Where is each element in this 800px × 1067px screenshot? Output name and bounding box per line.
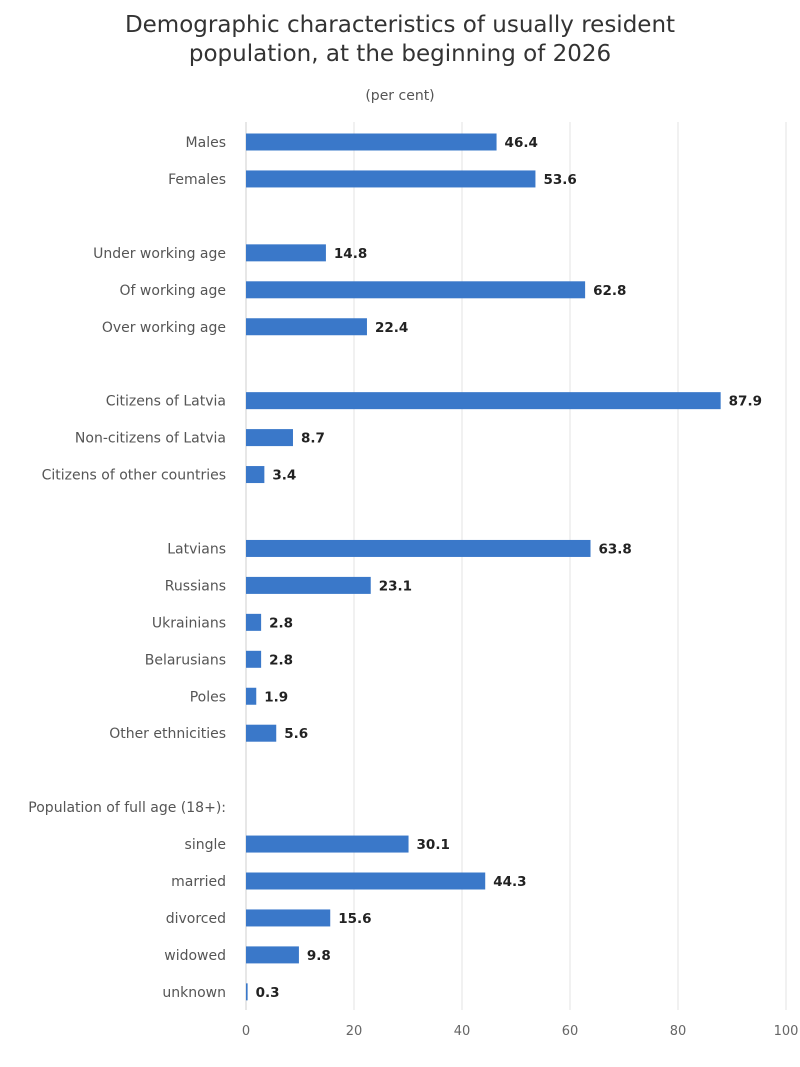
chart-title-line-2: population, at the beginning of 2026 xyxy=(189,41,611,67)
bar xyxy=(246,835,409,853)
bar xyxy=(246,318,367,336)
data-label: 44.3 xyxy=(493,874,526,890)
bar xyxy=(246,613,262,631)
category-label: Ukrainians xyxy=(152,615,226,631)
category-labels: Males Females Under working age Of working … xyxy=(28,135,226,1001)
category-label: Latvians xyxy=(167,541,226,557)
category-label: Belarusians xyxy=(145,652,226,668)
data-label: 3.4 xyxy=(272,468,296,484)
data-label: 62.8 xyxy=(593,283,626,299)
chart-subtitle: (per cent) xyxy=(365,88,434,104)
bar xyxy=(246,429,293,447)
category-label: Population of full age (18+): xyxy=(28,800,226,816)
data-label: 0.3 xyxy=(256,985,280,1001)
data-labels: 46.4 53.6 14.8 62.8 22.4 87.9 8.7 3.4 63.8 23.1 2.… xyxy=(256,135,762,1001)
x-tick-label: 20 xyxy=(346,1024,363,1039)
category-label: Non-citizens of Latvia xyxy=(75,431,226,447)
category-label: Over working age xyxy=(102,320,226,336)
bar xyxy=(246,724,277,742)
data-label: 2.8 xyxy=(269,615,293,631)
x-axis-ticks: 0 20 40 60 80 100 xyxy=(242,1024,799,1039)
category-label: widowed xyxy=(164,948,226,964)
data-label: 15.6 xyxy=(338,911,371,927)
data-label: 46.4 xyxy=(505,135,538,151)
data-label: 30.1 xyxy=(417,837,450,853)
bar xyxy=(246,909,331,927)
bar xyxy=(246,244,326,262)
category-label: Poles xyxy=(190,689,226,705)
x-tick-label: 80 xyxy=(670,1024,687,1039)
bars xyxy=(246,133,721,1001)
gridlines xyxy=(245,122,787,1010)
bar xyxy=(246,687,257,705)
bar xyxy=(246,983,248,1001)
category-label: divorced xyxy=(166,911,226,927)
category-label: Females xyxy=(168,172,226,188)
category-label: Citizens of Latvia xyxy=(106,394,226,410)
category-label: single xyxy=(185,837,226,853)
bar xyxy=(246,650,262,668)
bar xyxy=(246,576,371,594)
category-label: married xyxy=(171,874,226,890)
category-label: unknown xyxy=(162,985,226,1001)
data-label: 5.6 xyxy=(284,726,308,742)
x-tick-label: 0 xyxy=(242,1024,250,1039)
x-tick-label: 60 xyxy=(562,1024,579,1039)
category-label: Males xyxy=(186,135,226,151)
bar xyxy=(246,466,265,484)
data-label: 9.8 xyxy=(307,948,331,964)
bar xyxy=(246,281,586,299)
data-label: 2.8 xyxy=(269,652,293,668)
data-label: 1.9 xyxy=(264,689,288,705)
bar xyxy=(246,539,591,557)
category-label: Under working age xyxy=(93,246,226,262)
data-label: 87.9 xyxy=(729,394,762,410)
bar xyxy=(246,170,536,188)
bar xyxy=(246,872,486,890)
chart-title-line-1: Demographic characteristics of usually r… xyxy=(125,12,675,38)
data-label: 23.1 xyxy=(379,578,412,594)
data-label: 63.8 xyxy=(599,541,632,557)
data-label: 22.4 xyxy=(375,320,408,336)
category-label: Russians xyxy=(165,578,226,594)
data-label: 14.8 xyxy=(334,246,367,262)
category-label: Citizens of other countries xyxy=(42,468,226,484)
category-label: Of working age xyxy=(120,283,226,299)
data-label: 8.7 xyxy=(301,431,325,447)
bar xyxy=(246,946,299,964)
data-label: 53.6 xyxy=(543,172,576,188)
bar xyxy=(246,133,497,151)
x-tick-label: 100 xyxy=(774,1024,799,1039)
x-tick-label: 40 xyxy=(454,1024,471,1039)
category-label: Other ethnicities xyxy=(109,726,226,742)
bar xyxy=(246,392,721,410)
